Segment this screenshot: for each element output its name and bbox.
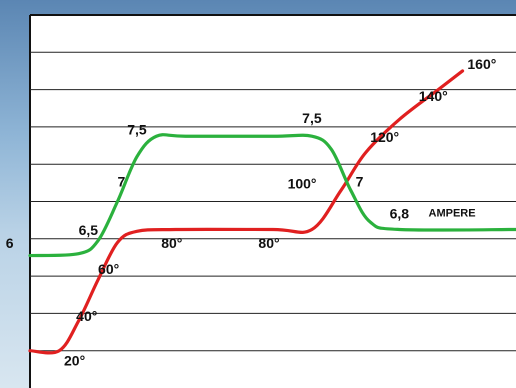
- data-label: 6,8: [390, 205, 410, 221]
- data-label: 40°: [76, 308, 97, 324]
- data-label: 60°: [98, 261, 119, 277]
- series-line-1: [28, 133, 516, 258]
- data-label: 120°: [370, 129, 399, 145]
- grid-lines: [30, 51, 516, 352]
- series-line-0: [28, 69, 465, 355]
- data-label: 7: [356, 174, 364, 190]
- data-label: 7,5: [127, 121, 147, 137]
- annotation-label: AMPERE: [429, 207, 476, 219]
- data-label: 160°: [467, 56, 496, 72]
- data-label: 80°: [161, 235, 182, 251]
- label-layer: 20° 40° 60° 80° 80° 100° 120° 140° 160° 6 6,5 7 7,5 7…: [6, 56, 497, 369]
- data-label: 7,5: [302, 110, 322, 126]
- data-label: 6,5: [79, 222, 99, 238]
- series-layer: [28, 69, 516, 355]
- data-label: 100°: [288, 175, 317, 191]
- data-label: 80°: [258, 235, 279, 251]
- data-label: 7: [117, 174, 125, 190]
- data-label: 6: [6, 235, 14, 251]
- data-label: 140°: [419, 88, 448, 104]
- data-label: 20°: [64, 353, 85, 369]
